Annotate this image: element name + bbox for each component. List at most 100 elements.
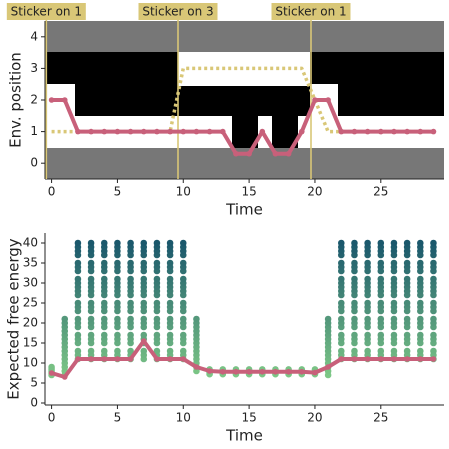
trajectory-point xyxy=(338,128,345,135)
efe-point xyxy=(140,299,148,307)
trajectory-point xyxy=(285,369,292,375)
trajectory-point xyxy=(206,368,213,374)
trajectory-point xyxy=(417,128,424,135)
efe-point xyxy=(403,299,411,307)
trajectory-point xyxy=(272,369,279,375)
trajectory-point xyxy=(75,128,81,135)
efe-point xyxy=(114,259,121,267)
trajectory-point xyxy=(246,369,252,375)
efe-point xyxy=(153,331,161,339)
efe-point xyxy=(127,315,134,323)
efe-point xyxy=(193,315,200,323)
y-tick-label: 3 xyxy=(30,61,38,75)
trajectory-point xyxy=(219,128,226,135)
trajectory-point xyxy=(351,356,358,362)
efe-point xyxy=(403,259,411,267)
x-axis-label: Time xyxy=(225,201,263,219)
efe-point xyxy=(74,275,82,283)
efe-point xyxy=(416,331,424,339)
map-cell xyxy=(45,52,178,84)
efe-point xyxy=(87,347,95,355)
efe-point xyxy=(377,275,385,283)
trajectory-point xyxy=(338,356,345,362)
efe-point xyxy=(140,275,148,283)
efe-point xyxy=(364,239,371,247)
x-tick-label: 0 xyxy=(48,411,56,425)
efe-point xyxy=(179,239,187,247)
efe-point xyxy=(100,275,108,283)
trajectory-point xyxy=(127,128,134,135)
efe-point xyxy=(337,347,345,355)
trajectory-point xyxy=(325,97,331,103)
efe-point xyxy=(114,239,121,247)
efe-point xyxy=(74,299,82,307)
efe-point xyxy=(179,299,187,307)
efe-point xyxy=(179,347,187,355)
y-axis-label: Expected free energy xyxy=(5,238,23,399)
trajectory-point xyxy=(364,356,371,362)
event-label-box xyxy=(6,3,86,20)
efe-point xyxy=(100,347,108,355)
trajectory-point xyxy=(312,97,318,103)
map-cell xyxy=(45,21,444,52)
efe-point xyxy=(179,259,187,267)
efe-point xyxy=(153,315,161,323)
efe-point xyxy=(166,275,174,283)
efe-point xyxy=(153,347,161,355)
trajectory-point xyxy=(167,128,173,135)
trajectory-point xyxy=(233,369,239,375)
efe-point xyxy=(337,275,345,283)
event-label: Sticker on 3 xyxy=(142,5,213,19)
efe-point xyxy=(351,239,358,247)
trajectory-point xyxy=(404,356,410,362)
map-cell xyxy=(338,84,444,116)
efe-point xyxy=(430,331,437,339)
efe-point xyxy=(403,239,411,247)
trajectory-point xyxy=(404,128,410,135)
efe-point xyxy=(140,347,148,355)
efe-point xyxy=(324,315,332,323)
trajectory-point xyxy=(364,128,371,135)
efe-point xyxy=(390,315,398,323)
trajectory-point xyxy=(430,356,437,362)
efe-point xyxy=(377,259,385,267)
efe-point xyxy=(351,259,358,267)
efe-point xyxy=(140,331,148,339)
efe-point xyxy=(337,315,345,323)
x-tick-label: 15 xyxy=(241,411,256,425)
efe-point xyxy=(430,239,437,247)
efe-point xyxy=(48,363,55,371)
efe-point xyxy=(403,331,411,339)
y-tick-label: 30 xyxy=(23,276,38,290)
trajectory-point xyxy=(312,369,318,376)
x-tick-label: 10 xyxy=(176,185,191,199)
efe-point xyxy=(403,275,411,283)
x-tick-label: 5 xyxy=(114,185,122,199)
efe-point xyxy=(390,275,398,283)
dotted-line xyxy=(51,66,434,134)
efe-point xyxy=(364,315,371,323)
trajectory-point xyxy=(259,369,266,375)
efe-point xyxy=(416,299,424,307)
efe-point xyxy=(351,299,358,307)
efe-point xyxy=(114,315,121,323)
efe-point xyxy=(127,331,134,339)
trajectory-point xyxy=(101,356,108,362)
efe-point xyxy=(140,259,148,267)
efe-point xyxy=(337,259,345,267)
y-tick-label: 15 xyxy=(23,336,38,350)
efe-point xyxy=(377,331,385,339)
x-axis-label: Time xyxy=(225,427,263,445)
efe-point xyxy=(127,239,134,247)
efe-point xyxy=(364,299,371,307)
efe-point xyxy=(166,347,174,355)
position-map xyxy=(45,21,444,179)
efe-point xyxy=(430,299,437,307)
efe-point xyxy=(87,275,95,283)
efe-point xyxy=(127,259,134,267)
efe-point xyxy=(416,347,424,355)
efe-point xyxy=(74,331,82,339)
efe-point xyxy=(179,331,187,339)
efe-point xyxy=(403,315,411,323)
efe-point xyxy=(351,347,358,355)
